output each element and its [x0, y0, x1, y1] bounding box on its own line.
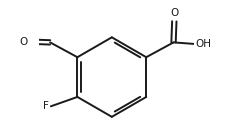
Text: O: O [19, 37, 27, 47]
Text: O: O [170, 8, 178, 18]
Text: F: F [43, 101, 49, 111]
Text: OH: OH [196, 39, 212, 49]
